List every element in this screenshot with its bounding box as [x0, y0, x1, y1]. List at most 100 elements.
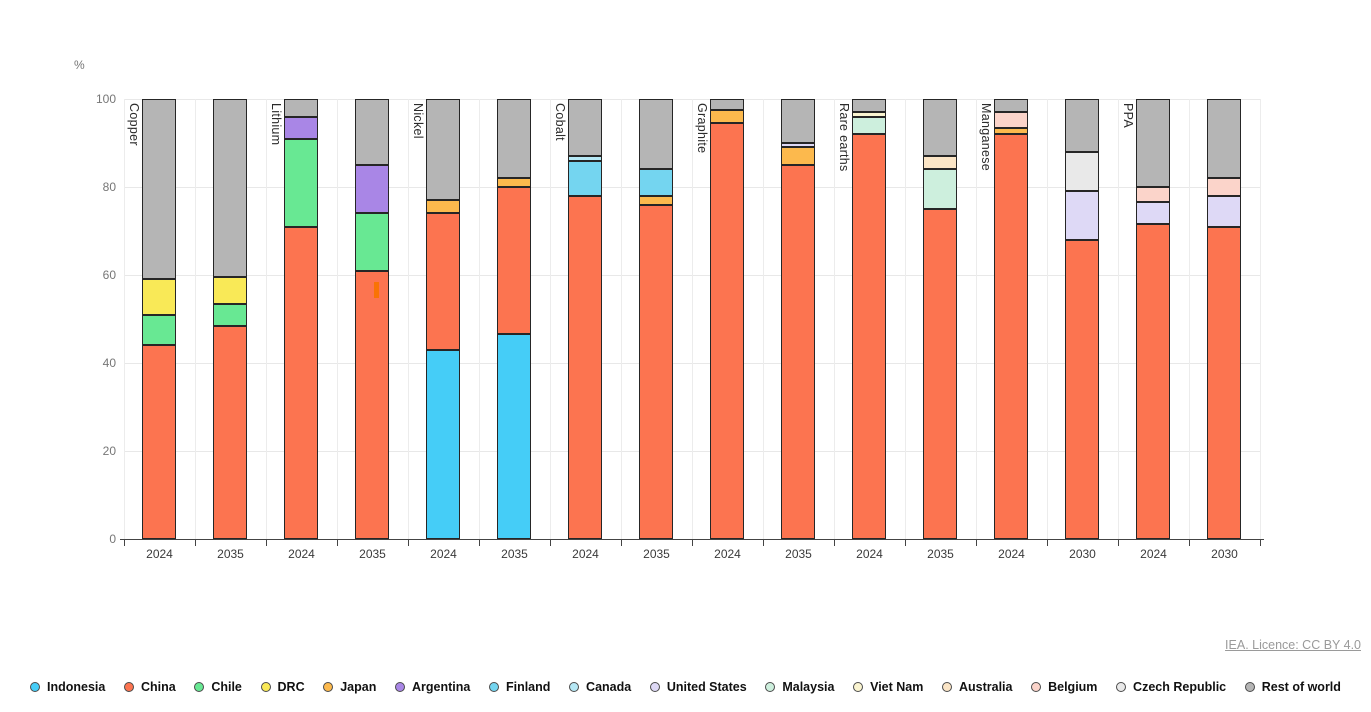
bar-segment[interactable] — [142, 345, 176, 539]
x-axis-year-label: 2024 — [714, 547, 741, 561]
legend-item[interactable]: Argentina — [395, 680, 470, 694]
x-axis-tick — [550, 540, 551, 546]
legend-item[interactable]: Canada — [569, 680, 631, 694]
group-separator-line — [763, 99, 764, 539]
bar-segment[interactable] — [852, 134, 886, 539]
bar-segment[interactable] — [710, 110, 744, 124]
bar-segment[interactable] — [568, 156, 602, 161]
legend-item[interactable]: Japan — [323, 680, 376, 694]
legend-swatch-icon — [853, 682, 864, 692]
legend-item[interactable]: Czech Republic — [1116, 680, 1226, 694]
group-separator-line — [976, 99, 977, 539]
x-axis-line — [120, 539, 1264, 540]
bar-segment[interactable] — [355, 165, 389, 214]
bar-segment[interactable] — [781, 147, 815, 165]
bar-segment[interactable] — [426, 200, 460, 214]
bar-segment[interactable] — [1065, 239, 1099, 539]
legend-item[interactable]: Indonesia — [30, 680, 105, 694]
bar-segment[interactable] — [284, 138, 318, 227]
bar-segment[interactable] — [213, 277, 247, 304]
legend-item[interactable]: Rest of world — [1244, 680, 1341, 694]
group-separator-line — [195, 99, 196, 539]
bar-segment[interactable] — [1207, 99, 1241, 179]
bar-segment[interactable] — [355, 270, 389, 539]
bar-segment[interactable] — [994, 99, 1028, 113]
bar-segment[interactable] — [1207, 226, 1241, 539]
x-axis-tick — [1047, 540, 1048, 546]
bar-segment[interactable] — [568, 99, 602, 157]
legend-item[interactable]: Malaysia — [765, 680, 834, 694]
x-axis-tick — [1189, 540, 1190, 546]
bar-segment[interactable] — [568, 160, 602, 196]
bar-segment[interactable] — [1136, 224, 1170, 539]
bar-segment[interactable] — [923, 156, 957, 170]
bar-segment[interactable] — [639, 204, 673, 539]
bar-segment[interactable] — [781, 143, 815, 148]
x-axis-year-label: 2024 — [146, 547, 173, 561]
bar-segment[interactable] — [497, 178, 531, 187]
bar-segment[interactable] — [639, 169, 673, 196]
y-axis-unit-label: % — [74, 58, 85, 72]
bar-segment[interactable] — [142, 314, 176, 346]
bar-segment[interactable] — [781, 99, 815, 143]
legend-item[interactable]: Chile — [194, 680, 242, 694]
x-axis-year-label: 2035 — [643, 547, 670, 561]
legend-item[interactable]: China — [123, 680, 176, 694]
bar-segment[interactable] — [426, 213, 460, 350]
bar-segment[interactable] — [923, 99, 957, 157]
bar-segment[interactable] — [497, 99, 531, 179]
bar-segment[interactable] — [355, 99, 389, 165]
bar-segment[interactable] — [710, 99, 744, 110]
bar-segment[interactable] — [710, 123, 744, 539]
bar-segment[interactable] — [639, 99, 673, 170]
x-axis-tick — [124, 540, 125, 546]
bar-segment[interactable] — [994, 134, 1028, 539]
bar-segment[interactable] — [1136, 202, 1170, 225]
x-axis-tick — [763, 540, 764, 546]
bar-segment[interactable] — [497, 334, 531, 539]
bar-segment[interactable] — [213, 303, 247, 326]
attribution-link[interactable]: IEA. Licence: CC BY 4.0 — [1225, 638, 1361, 652]
bar-segment[interactable] — [852, 99, 886, 113]
bar-segment[interactable] — [852, 112, 886, 117]
bar-segment[interactable] — [1207, 178, 1241, 196]
bar-segment[interactable] — [781, 165, 815, 539]
legend-item[interactable]: United States — [649, 680, 747, 694]
x-axis-year-label: 2035 — [359, 547, 386, 561]
bar-segment[interactable] — [284, 116, 318, 139]
bar-segment[interactable] — [213, 99, 247, 278]
x-axis-tick — [195, 540, 196, 546]
bar-segment[interactable] — [1065, 151, 1099, 192]
bar-segment[interactable] — [426, 99, 460, 201]
bar-segment[interactable] — [568, 195, 602, 539]
legend-item[interactable]: DRC — [260, 680, 305, 694]
bar-segment[interactable] — [1207, 195, 1241, 227]
x-axis-tick — [266, 540, 267, 546]
y-tick-label: 80 — [102, 180, 116, 194]
legend-item[interactable]: Belgium — [1031, 680, 1097, 694]
legend-item[interactable]: Australia — [941, 680, 1012, 694]
legend-label: Chile — [211, 680, 242, 694]
bar-segment[interactable] — [142, 99, 176, 280]
legend-item[interactable]: Finland — [488, 680, 550, 694]
bar-segment[interactable] — [497, 187, 531, 335]
bar-segment[interactable] — [213, 325, 247, 539]
bar-segment[interactable] — [284, 99, 318, 117]
bar-segment[interactable] — [355, 213, 389, 271]
x-axis-year-label: 2030 — [1211, 547, 1238, 561]
bar-segment[interactable] — [1136, 99, 1170, 187]
bar-segment[interactable] — [994, 112, 1028, 128]
bar-segment[interactable] — [1065, 191, 1099, 240]
bar-segment[interactable] — [994, 127, 1028, 135]
x-axis-tick — [976, 540, 977, 546]
bar-segment[interactable] — [284, 226, 318, 539]
bar-segment[interactable] — [852, 116, 886, 135]
legend-item[interactable]: Viet Nam — [853, 680, 923, 694]
bar-segment[interactable] — [923, 209, 957, 539]
bar-segment[interactable] — [142, 279, 176, 315]
bar-segment[interactable] — [1065, 99, 1099, 152]
bar-segment[interactable] — [923, 169, 957, 209]
bar-segment[interactable] — [426, 349, 460, 539]
bar-segment[interactable] — [639, 195, 673, 205]
bar-segment[interactable] — [1136, 187, 1170, 203]
